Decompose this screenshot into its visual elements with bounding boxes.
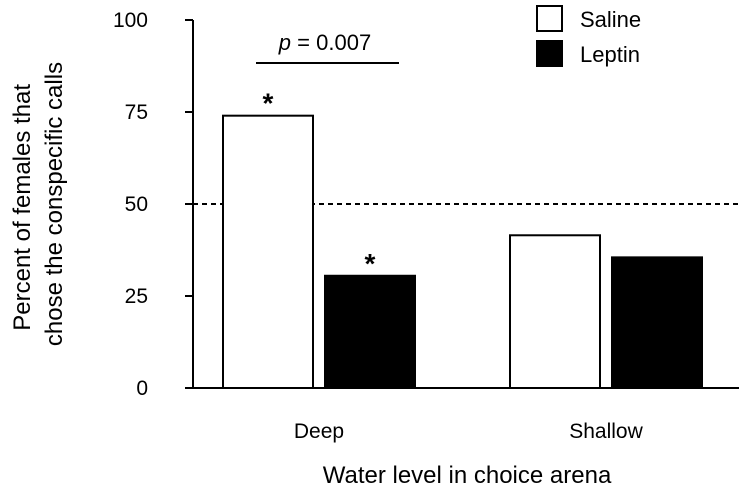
p-value-text: = 0.007 xyxy=(291,30,371,55)
x-tick-label: Shallow xyxy=(569,420,643,443)
x-tick-label: Deep xyxy=(294,420,344,443)
legend-label-leptin: Leptin xyxy=(580,42,640,67)
y-tick-label: 0 xyxy=(136,377,148,400)
x-axis-title: Water level in choice arena xyxy=(323,462,612,489)
p-symbol: p xyxy=(278,30,291,55)
significance-asterisk: * xyxy=(263,88,274,119)
bar-shallow-leptin xyxy=(611,256,703,389)
annotations: * * p = 0.007 xyxy=(256,30,399,279)
legend-swatch-saline xyxy=(536,5,563,32)
x-axis: Deep Shallow xyxy=(193,387,739,443)
y-axis-title-line-2: chose the conspecific calls xyxy=(41,62,68,346)
legend-swatch-leptin xyxy=(536,40,563,67)
bar-deep-leptin xyxy=(324,274,416,390)
y-axis: 0 25 50 75 100 xyxy=(113,9,194,400)
y-axis-title: Percent of females that chose the conspe… xyxy=(9,62,68,346)
bar-shallow-saline xyxy=(509,234,601,389)
y-tick-label: 75 xyxy=(125,101,148,124)
significance-asterisk: * xyxy=(365,248,376,279)
y-tick-label: 25 xyxy=(125,285,148,308)
y-tick-label: 50 xyxy=(125,193,148,216)
bar-deep-saline xyxy=(222,114,314,390)
legend-label-saline: Saline xyxy=(580,7,641,32)
legend: Saline Leptin xyxy=(536,5,641,67)
y-tick-label: 100 xyxy=(113,9,148,32)
p-value-label: p = 0.007 xyxy=(278,30,371,55)
bars-group xyxy=(222,114,703,390)
y-axis-title-line-1: Percent of females that xyxy=(9,84,36,331)
